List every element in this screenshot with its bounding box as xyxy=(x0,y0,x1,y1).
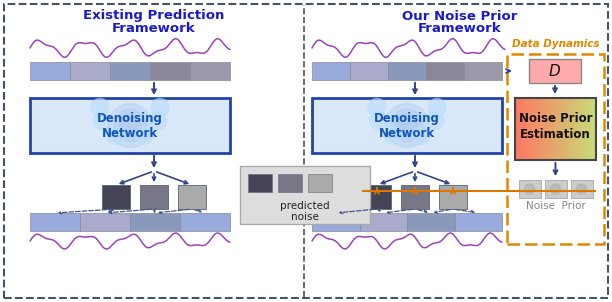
Bar xyxy=(388,62,426,80)
Bar xyxy=(110,62,150,80)
Text: Estimation: Estimation xyxy=(520,127,591,140)
Text: Our Noise Prior: Our Noise Prior xyxy=(402,9,518,23)
Circle shape xyxy=(151,98,169,117)
Bar xyxy=(439,185,467,209)
Bar xyxy=(312,98,502,153)
Text: Noise Prior: Noise Prior xyxy=(519,113,592,126)
Bar xyxy=(80,213,130,231)
Bar xyxy=(130,213,180,231)
Bar xyxy=(455,213,502,231)
Text: Framework: Framework xyxy=(418,23,502,36)
Circle shape xyxy=(384,127,402,144)
Text: noise: noise xyxy=(291,212,319,222)
Bar xyxy=(426,62,464,80)
Bar xyxy=(529,59,581,83)
Circle shape xyxy=(396,114,418,137)
Bar xyxy=(150,62,190,80)
Circle shape xyxy=(577,184,586,194)
Bar xyxy=(570,180,592,198)
Circle shape xyxy=(108,104,152,147)
Circle shape xyxy=(524,184,534,194)
Text: Denoising: Denoising xyxy=(97,112,163,125)
Circle shape xyxy=(391,110,423,142)
Bar xyxy=(464,62,502,80)
Bar xyxy=(545,180,567,198)
Bar xyxy=(178,185,206,209)
Bar xyxy=(507,54,604,244)
Bar xyxy=(30,98,230,153)
Bar xyxy=(359,213,407,231)
Text: Noise  Prior: Noise Prior xyxy=(526,201,585,211)
Text: Network: Network xyxy=(379,127,435,140)
Text: Framework: Framework xyxy=(112,23,196,36)
Circle shape xyxy=(91,98,109,117)
Bar xyxy=(407,213,455,231)
Circle shape xyxy=(412,127,430,144)
Bar xyxy=(350,62,388,80)
Bar xyxy=(70,62,110,80)
Circle shape xyxy=(551,184,561,194)
Bar xyxy=(140,185,168,209)
Circle shape xyxy=(370,111,388,130)
Bar xyxy=(102,185,130,209)
Circle shape xyxy=(428,98,446,117)
Bar xyxy=(30,213,80,231)
Circle shape xyxy=(426,111,444,130)
Bar xyxy=(240,166,370,224)
Circle shape xyxy=(93,111,111,130)
Bar xyxy=(401,185,429,209)
Bar xyxy=(190,62,230,80)
Bar xyxy=(248,174,272,192)
Text: Denoising: Denoising xyxy=(374,112,440,125)
Bar xyxy=(518,180,540,198)
Text: Data Dynamics: Data Dynamics xyxy=(512,39,599,49)
Circle shape xyxy=(368,98,386,117)
Text: $\mathit{D}$: $\mathit{D}$ xyxy=(548,63,561,79)
Bar xyxy=(515,98,596,160)
Circle shape xyxy=(135,127,153,144)
Text: Existing Prediction: Existing Prediction xyxy=(83,9,225,23)
Circle shape xyxy=(119,114,141,137)
Bar xyxy=(180,213,230,231)
Bar xyxy=(363,185,391,209)
Bar xyxy=(30,62,70,80)
Circle shape xyxy=(114,110,146,142)
Circle shape xyxy=(385,104,429,147)
Circle shape xyxy=(107,127,125,144)
Bar xyxy=(312,62,350,80)
Bar xyxy=(312,213,359,231)
Bar xyxy=(278,174,302,192)
Text: Network: Network xyxy=(102,127,158,140)
Text: predicted: predicted xyxy=(280,201,330,211)
Bar xyxy=(308,174,332,192)
Circle shape xyxy=(149,111,167,130)
